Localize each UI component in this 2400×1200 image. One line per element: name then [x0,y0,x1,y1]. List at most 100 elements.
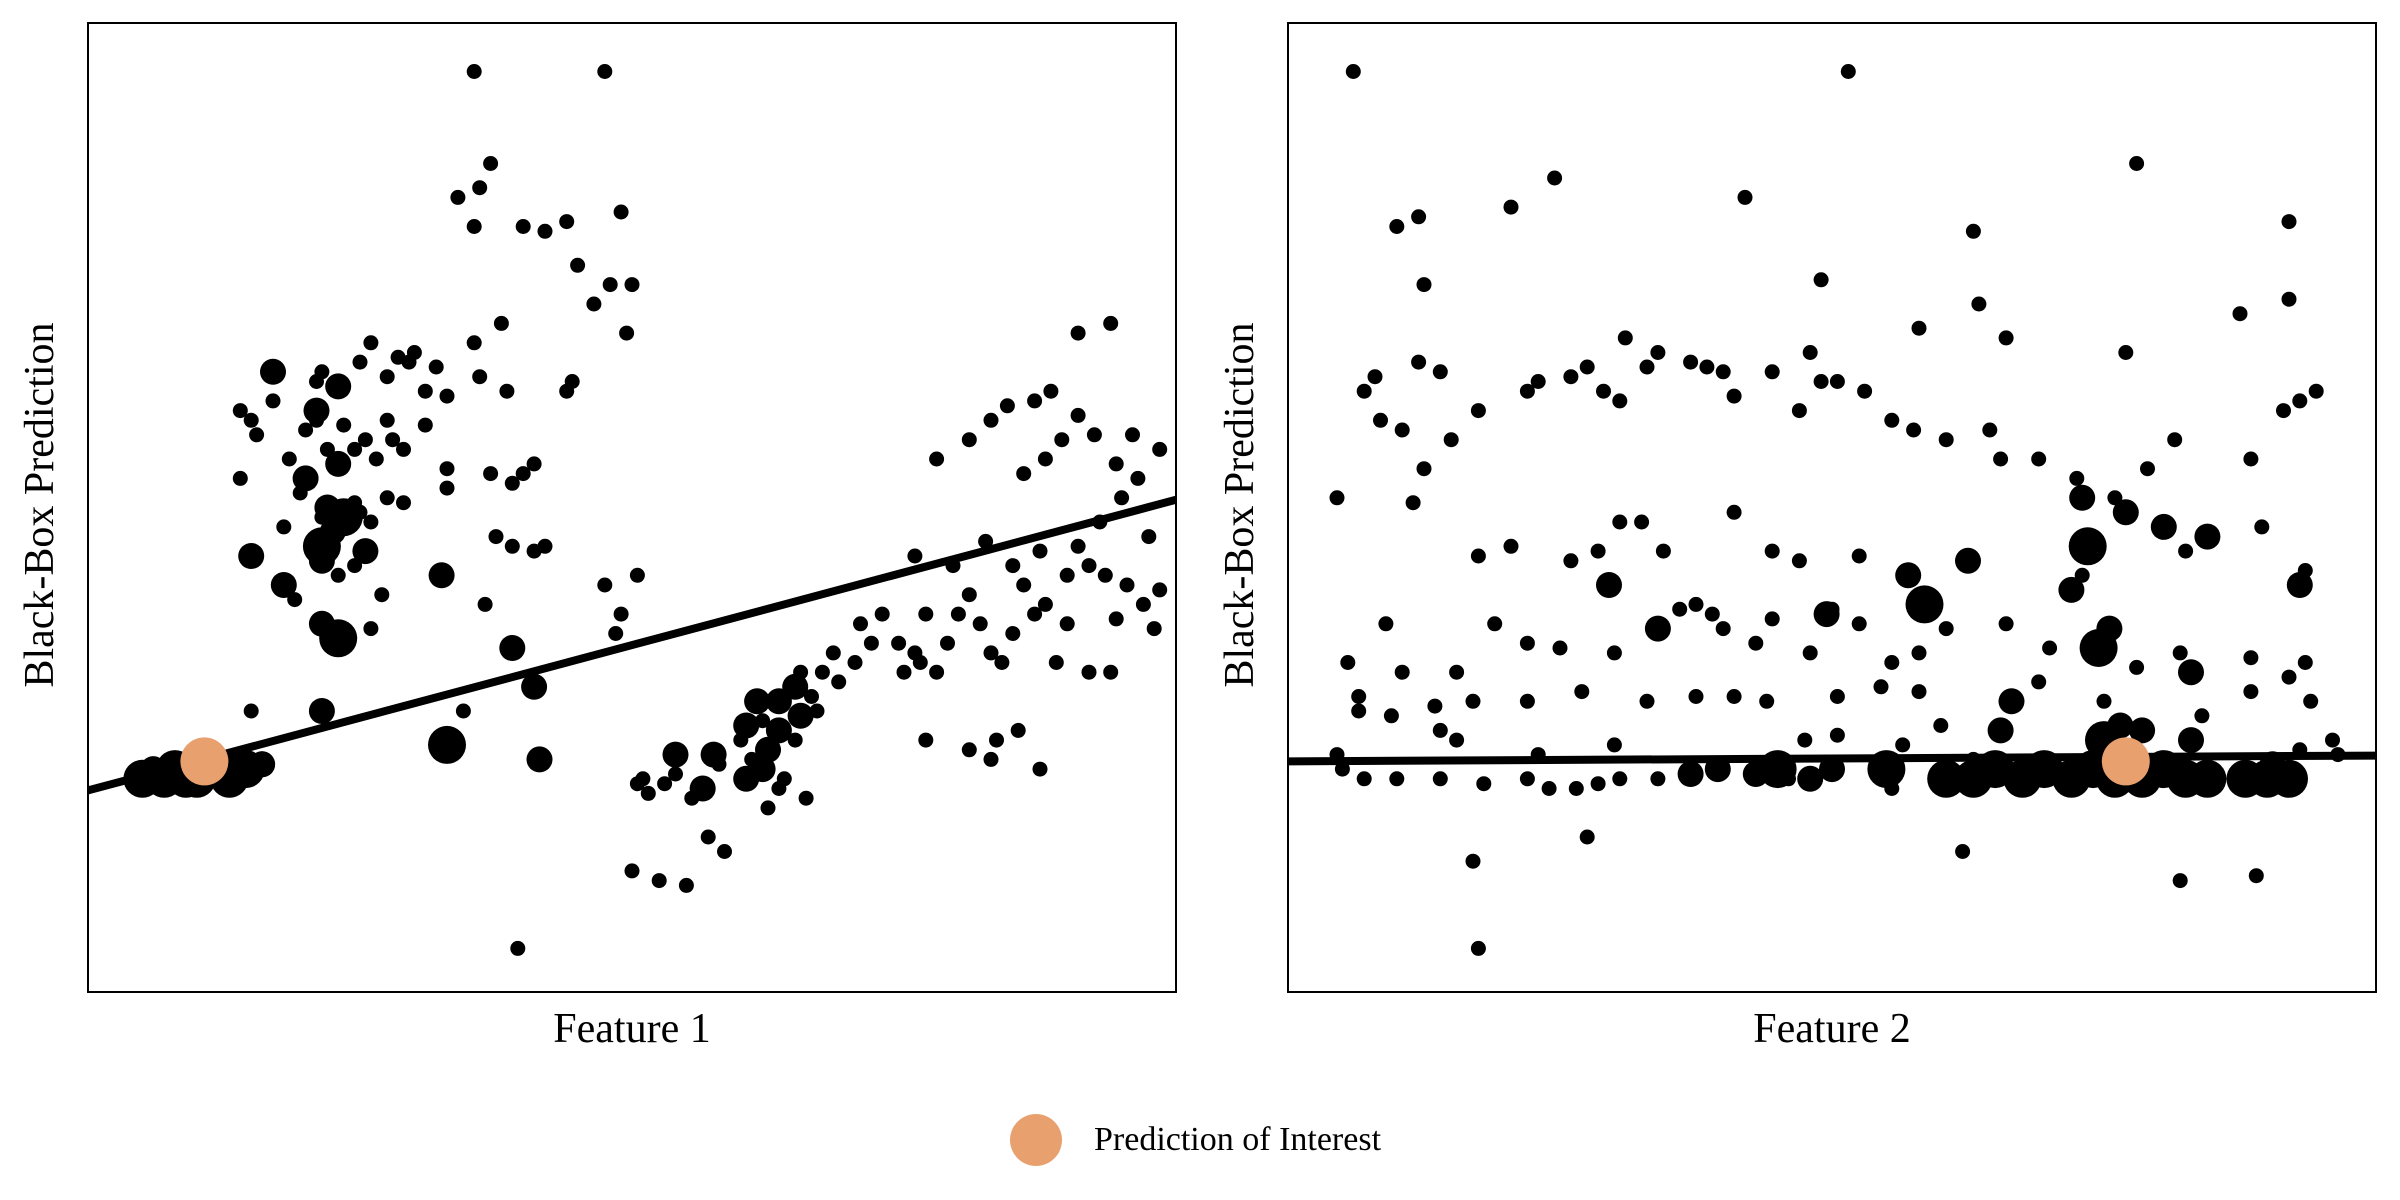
data-point [825,645,841,661]
data-point [357,432,373,448]
data-point [689,775,716,802]
data-point [1829,374,1845,389]
data-point [265,393,281,409]
data-point [2069,470,2085,486]
data-point [325,373,352,400]
data-point [1503,199,1519,215]
data-point [983,751,999,767]
data-point [972,616,988,632]
data-point [1699,359,1715,375]
legend-swatch-icon [1010,1114,1062,1166]
data-point [1416,461,1432,477]
data-point [771,781,787,796]
data-point [1987,717,2014,744]
data-point [1356,383,1372,399]
legend-label: Prediction of Interest [1094,1121,1382,1158]
data-point [325,450,352,477]
data-point [1650,345,1666,360]
data-point [363,621,379,637]
data-point [298,422,314,438]
data-point [1027,393,1043,409]
data-point [1938,621,1954,637]
data-point [651,873,667,889]
data-point [1998,616,2014,632]
data-point [891,635,907,651]
data-point [2031,451,2047,467]
data-point [1048,655,1064,670]
data-point [1070,407,1086,423]
data-point [586,296,602,312]
data-point [1146,621,1162,637]
data-point [2140,461,2155,477]
data-point [629,567,645,583]
data-point [1655,543,1671,559]
data-point [1704,606,1720,622]
data-point [1108,456,1124,472]
data-point [2079,629,2118,667]
data-point [1568,781,1584,796]
data-point [1416,277,1432,293]
data-point [662,741,689,768]
regression-line [1288,751,2376,766]
data-point [1677,761,1704,787]
data-point [1519,383,1535,399]
data-point [428,562,455,589]
plot-frame [1287,22,2377,993]
data-point [1748,635,1764,651]
data-point [249,751,276,778]
data-point [2150,513,2177,540]
data-point [1552,640,1568,656]
data-point [1873,679,1889,695]
data-point [1114,490,1130,506]
data-point [428,359,444,375]
data-point [1998,688,2025,715]
data-point [2129,659,2145,675]
data-point [2281,214,2297,230]
data-point [1938,432,1954,448]
data-point [1411,354,1427,370]
data-point [2243,451,2259,467]
data-point [499,383,515,399]
data-point [2243,684,2259,700]
data-point [1797,765,1824,792]
data-point [1541,781,1557,796]
data-point [2232,306,2248,322]
data-point [504,475,520,491]
x-axis-label: Feature 2 [1753,1006,1911,1052]
data-point [1070,538,1086,554]
data-point [1334,761,1350,777]
data-point [1829,727,1845,743]
data-point [1367,369,1383,385]
data-point [700,741,727,768]
data-point [515,466,531,482]
data-point [1152,441,1168,457]
data-point [1634,514,1650,530]
data-point [983,645,999,661]
data-point [504,538,520,554]
data-point [2243,650,2259,666]
data-point [1819,756,1845,783]
data-point [450,189,466,205]
data-point [700,829,716,845]
data-point [613,204,629,220]
data-point [798,790,814,806]
data-point [2254,519,2270,535]
data-point [1606,645,1622,661]
y-axis-label: Black-Box Prediction [17,322,63,688]
data-point [1016,577,1032,593]
data-point [1037,596,1053,612]
scatter-panel-feature-2: Black-Box Prediction Feature 2 [1200,0,2400,1090]
data-point [526,456,542,472]
data-point [515,219,531,234]
data-point [1340,655,1356,670]
data-point [929,664,945,680]
data-point [2069,484,2096,511]
data-point [1141,529,1157,545]
data-point [374,587,390,603]
data-point [1427,698,1443,714]
data-point [863,635,879,651]
data-point [352,538,379,565]
data-point [1884,412,1900,428]
data-point [1574,684,1590,700]
